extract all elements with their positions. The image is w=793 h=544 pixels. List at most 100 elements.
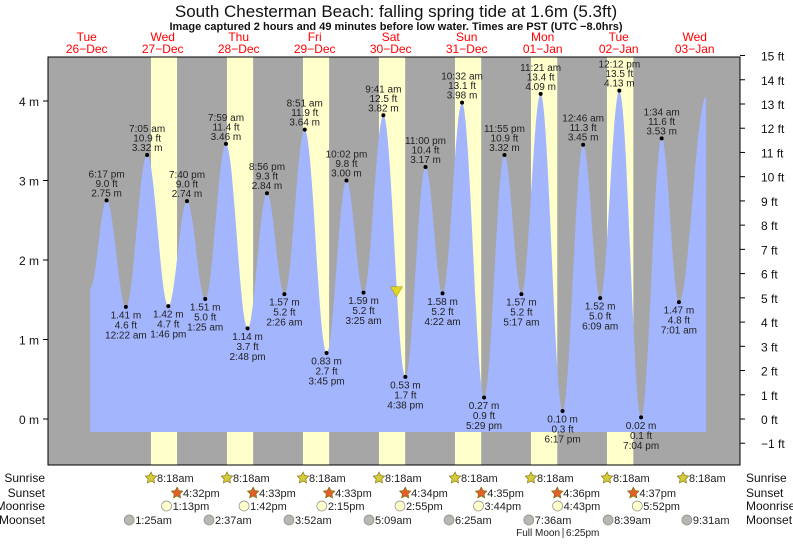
day-labels: Tue26−DecWed27−DecThu28−DecFri29−DecSat3… [66, 30, 715, 56]
low-tide-label: 5:29 pm [466, 421, 502, 432]
low-tide-label: 0.10 m [547, 415, 578, 426]
moonset-time: 3:52am [295, 515, 332, 527]
low-tide-label: 2.7 ft [315, 367, 337, 378]
y-right-tick-label: 0 ft [761, 413, 778, 427]
low-tide-point [245, 326, 250, 331]
low-tide-label: 4:38 pm [387, 400, 423, 411]
sunrise-icon [600, 471, 614, 484]
moonrise-icon [631, 500, 643, 512]
low-tide-label: 1.58 m [427, 297, 458, 308]
low-tide-label: 1:46 pm [150, 330, 186, 341]
sunset-icon [550, 486, 564, 499]
high-tide-label: 11.3 ft [570, 123, 597, 134]
sunrise-time: 8:18am [385, 473, 422, 485]
day-date: 03−Jan [675, 42, 715, 56]
high-tide-label: 2.75 m [91, 188, 122, 199]
high-tide-point [104, 198, 109, 203]
high-tide-label: 3.32 m [132, 143, 163, 154]
moonset-time: 2:37am [215, 515, 252, 527]
low-tide-label: 2:26 am [266, 318, 302, 329]
moonrise-time: 5:52pm [643, 501, 680, 513]
high-tide-label: 12.5 ft [369, 94, 397, 105]
axes: 0 m 1 m 2 m 3 m 4 m −1 ft 0 ft 1 ft 2 ft 3 ft 4 ft… [19, 50, 785, 452]
moonrise-row-label-left: Moonrise [0, 499, 45, 513]
high-tide-label: 3.53 m [646, 126, 677, 137]
low-tide-label: 1.59 m [348, 296, 379, 307]
high-tide-label: 7:59 am [208, 113, 244, 124]
y-right-tick-label: 12 ft [761, 122, 785, 136]
sunset-time: 4:34pm [411, 488, 448, 500]
y-right-tick-label: 7 ft [761, 243, 778, 257]
high-tide-label: 3.32 m [489, 143, 520, 154]
low-tide-point [440, 291, 445, 296]
low-tide-point [324, 351, 329, 356]
low-tide-label: 5.2 ft [431, 307, 453, 318]
moonset-row-label-right: Moonset [746, 513, 793, 527]
y-left-tick-label: 0 m [19, 413, 39, 427]
high-tide-label: 13.5 ft [605, 69, 633, 80]
high-tide-label: 10.4 ft [412, 145, 440, 156]
moonset-icon [123, 514, 135, 526]
day-date: 29−Dec [294, 42, 336, 56]
y-right-tick-label: 15 ft [761, 50, 785, 64]
moonrise-time: 3:44pm [485, 501, 522, 513]
low-tide-point [482, 395, 487, 400]
high-tide-label: 13.1 ft [448, 81, 476, 92]
moonset-icon [283, 514, 295, 526]
high-tide-point [581, 142, 586, 147]
high-tide-point [184, 199, 189, 204]
moonset-icon [443, 514, 455, 526]
sunset-time: 4:35pm [487, 488, 524, 500]
low-tide-label: 12:22 am [105, 330, 147, 341]
low-tide-point [361, 290, 366, 295]
moonset-icon [363, 514, 375, 526]
plot-frame [47, 56, 741, 466]
high-tide-point [223, 141, 228, 146]
high-tide-label: 3.00 m [331, 169, 362, 180]
moonset-time: 5:09am [375, 515, 412, 527]
y-right-tick-label: 14 ft [761, 74, 785, 88]
moonset-time: 1:25am [135, 515, 172, 527]
y-right-tick-label: 11 ft [761, 146, 784, 160]
high-tide-label: 11.4 ft [212, 122, 239, 133]
y-left-tick-label: 3 m [19, 175, 39, 189]
high-tide-label: 11:21 am [520, 63, 561, 74]
low-tide-label: 1.57 m [269, 298, 300, 309]
low-tide-label: 1:25 am [187, 322, 223, 333]
sunrise-time: 8:18am [613, 473, 650, 485]
sunset-time: 4:33pm [259, 488, 296, 500]
sunset-icon [246, 486, 260, 499]
sunrise-icon [448, 471, 462, 484]
sunset-icon [170, 486, 184, 499]
low-tide-point [203, 296, 208, 301]
high-tide-label: 3.98 m [447, 91, 478, 102]
low-tide-label: 0.02 m [626, 421, 657, 432]
low-tide-label: 0.1 ft [630, 431, 652, 442]
high-tide-point [460, 100, 465, 105]
low-tide-label: 0.27 m [469, 401, 500, 412]
low-tide-label: 1.42 m [153, 310, 184, 321]
high-tide-point [302, 127, 307, 132]
moonset-time: 8:39am [614, 515, 651, 527]
low-tide-label: 7:04 pm [623, 441, 659, 452]
low-tide-point [519, 292, 524, 297]
high-tide-point [538, 91, 543, 96]
low-tide-point [560, 409, 565, 414]
high-tide-label: 11.9 ft [291, 108, 318, 119]
sunrise-icon [524, 471, 538, 484]
day-name: Wed [682, 30, 706, 44]
low-tide-label: 0.53 m [390, 380, 421, 391]
high-tide-point [502, 153, 507, 158]
low-tide-label: 1.47 m [664, 306, 695, 317]
y-right-tick-label: 6 ft [761, 268, 778, 282]
low-tide-label: 3.7 ft [236, 342, 258, 353]
low-tide-label: 6:17 pm [545, 435, 581, 446]
low-tide-label: 7:01 am [661, 326, 697, 337]
y-left-tick-label: 4 m [19, 95, 39, 109]
sunset-icon [474, 486, 488, 499]
y-right-tick-label: 10 ft [761, 171, 785, 185]
high-tide-label: 12:46 am [562, 114, 604, 125]
low-tide-label: 1.7 ft [394, 390, 416, 401]
moonrise-icon [473, 500, 484, 512]
low-tide-label: 4:22 am [424, 317, 460, 328]
